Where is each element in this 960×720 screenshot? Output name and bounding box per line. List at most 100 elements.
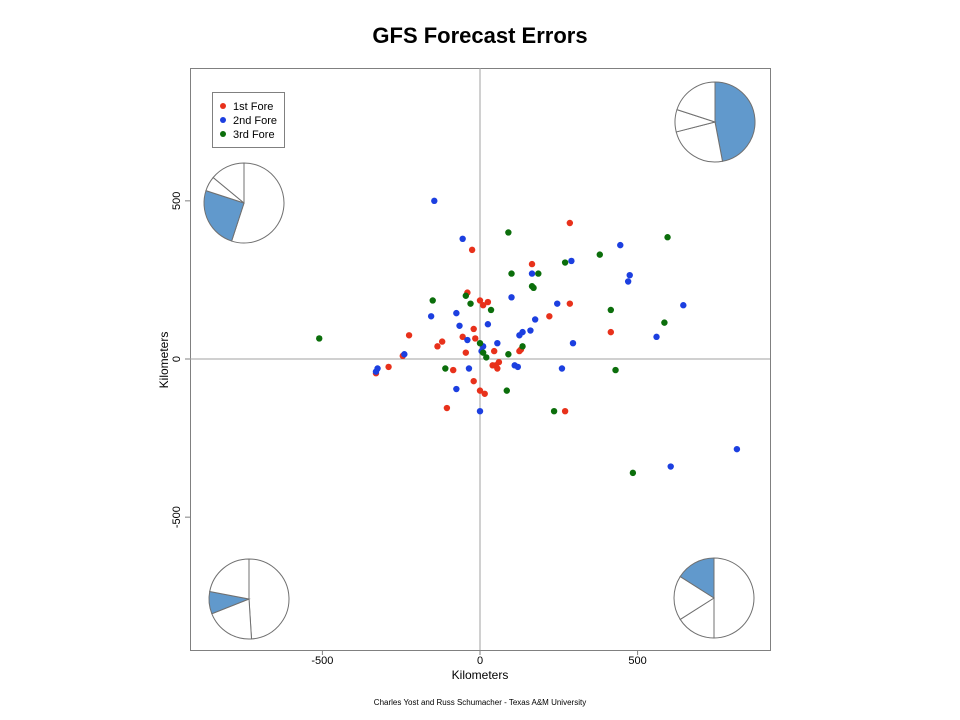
data-point [465, 365, 473, 372]
data-point [472, 335, 479, 342]
pie-slice-highlighted [679, 557, 715, 599]
plot-area [190, 68, 771, 651]
y-tick-label: -500 [171, 506, 183, 528]
data-point [733, 445, 741, 453]
pie-top-right [674, 81, 756, 163]
data-point [476, 407, 484, 415]
data-point [519, 328, 526, 336]
data-point [443, 404, 451, 412]
data-point [617, 241, 624, 249]
quadrant-pies [203, 81, 756, 640]
pie-slice-highlighted [714, 81, 756, 162]
data-point [453, 385, 460, 393]
data-point [561, 259, 569, 266]
data-point [612, 366, 619, 374]
x-tick-label: -500 [311, 655, 333, 667]
data-point [535, 270, 542, 277]
data-point [568, 257, 575, 265]
data-point [624, 278, 632, 285]
data-point [566, 219, 574, 227]
data-point [434, 343, 441, 350]
data-point [494, 365, 501, 372]
data-point [667, 463, 674, 470]
x-tick-label: 0 [477, 655, 483, 667]
data-point [626, 271, 633, 279]
data-point [476, 387, 484, 394]
data-point [680, 302, 687, 309]
y-tick-label: 0 [171, 356, 183, 362]
series-2 [372, 197, 741, 470]
pie-bottom-right [673, 557, 755, 639]
data-point [596, 251, 603, 258]
data-point [431, 197, 438, 205]
data-point [607, 328, 615, 336]
data-point [566, 300, 574, 307]
pie-slice [209, 558, 250, 600]
credit-text: Charles Yost and Russ Schumacher - Texas… [374, 698, 586, 707]
pie-slice [212, 162, 245, 205]
data-point [483, 354, 490, 361]
data-point [528, 270, 536, 277]
legend-label: 2nd Fore [233, 115, 277, 127]
data-point [484, 321, 492, 328]
data-point [405, 332, 413, 339]
data-point [561, 407, 569, 415]
data-point [476, 297, 484, 304]
data-point [462, 349, 470, 356]
data-point [470, 377, 477, 385]
x-axis-label: Kilometers [452, 668, 509, 682]
data-point [487, 306, 495, 314]
pie-bottom-left [208, 558, 290, 640]
data-point [453, 309, 460, 317]
legend-marker [220, 131, 226, 137]
data-point [427, 313, 435, 320]
data-point [470, 325, 477, 333]
chart-title: GFS Forecast Errors [372, 23, 587, 48]
data-point [374, 365, 381, 372]
data-point [505, 351, 512, 358]
data-point [569, 339, 577, 347]
data-point [503, 387, 510, 394]
pie-slice [231, 162, 285, 244]
data-point [490, 347, 498, 355]
data-point [508, 294, 515, 301]
legend-label: 1st Fore [233, 101, 273, 113]
data-point [456, 322, 463, 329]
series-1 [372, 219, 615, 415]
data-point [316, 335, 323, 342]
y-axis: -500 0 500 [171, 192, 190, 528]
data-point [476, 339, 484, 347]
data-point [550, 407, 558, 415]
data-point [519, 343, 526, 350]
data-point [484, 298, 492, 306]
data-point [438, 338, 446, 345]
data-point [527, 327, 534, 334]
data-point [546, 313, 553, 320]
data-point [661, 319, 668, 326]
pie-slice [248, 558, 290, 640]
series-3 [316, 229, 671, 477]
data-point [664, 234, 671, 241]
pie-slice-highlighted [203, 190, 245, 242]
data-point [495, 358, 503, 366]
data-point [479, 302, 487, 309]
pie-slice [676, 81, 716, 123]
x-tick-label: 500 [628, 655, 646, 667]
data-point [467, 300, 474, 307]
data-point [459, 333, 466, 341]
data-point [494, 339, 501, 347]
data-point [459, 235, 466, 243]
data-point [385, 363, 392, 371]
data-point [514, 363, 522, 371]
pie-slice [673, 575, 715, 621]
data-point [481, 390, 488, 397]
y-tick-label: 500 [171, 192, 183, 210]
data-point [558, 365, 566, 372]
data-point [531, 316, 539, 323]
data-point [530, 284, 537, 292]
pie-slice [675, 121, 724, 163]
pie-top-left [203, 162, 285, 244]
data-point [528, 260, 536, 268]
data-point [489, 362, 496, 369]
